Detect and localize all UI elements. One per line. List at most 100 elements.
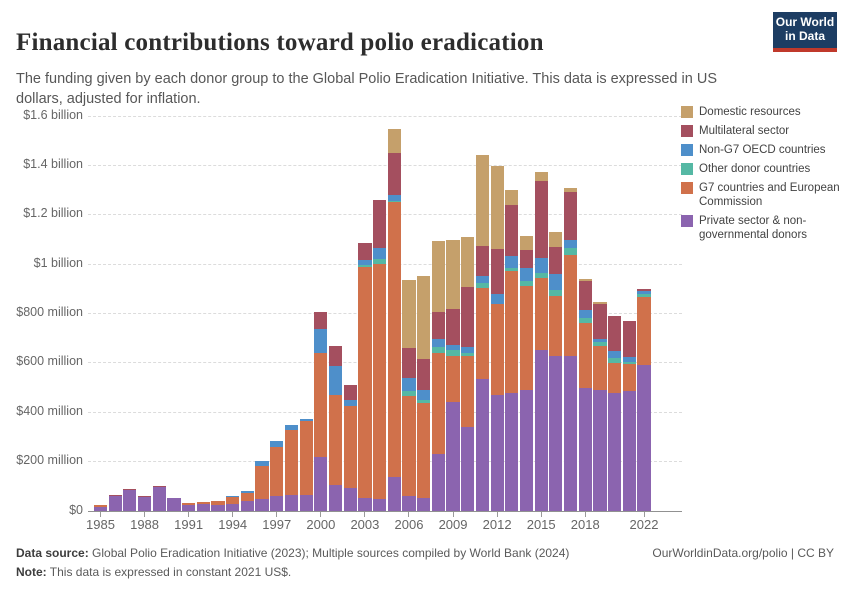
bar-segment[interactable] (622, 361, 636, 364)
bar-segment[interactable] (578, 310, 592, 318)
bar-segment[interactable] (578, 280, 592, 311)
owid-logo[interactable]: Our World in Data (773, 12, 837, 52)
bar-2002[interactable] (343, 384, 357, 511)
bar-1991[interactable] (182, 503, 196, 511)
bar-segment[interactable] (637, 364, 651, 511)
bar-segment[interactable] (519, 389, 534, 511)
bar-2018[interactable] (578, 278, 592, 511)
bar-1995[interactable] (240, 490, 254, 511)
bar-segment[interactable] (358, 266, 372, 498)
bar-segment[interactable] (358, 265, 372, 267)
bar-segment[interactable] (446, 308, 460, 346)
bar-segment[interactable] (637, 290, 651, 295)
bar-1999[interactable] (299, 418, 313, 511)
bar-segment[interactable] (475, 379, 490, 511)
bar-segment[interactable] (284, 495, 299, 511)
bar-segment[interactable] (549, 232, 563, 248)
bar-segment[interactable] (461, 355, 475, 428)
bar-segment[interactable] (211, 504, 225, 511)
bar-segment[interactable] (461, 236, 475, 288)
bar-segment[interactable] (137, 496, 152, 498)
bar-segment[interactable] (137, 497, 152, 511)
bar-segment[interactable] (608, 351, 622, 358)
bar-1990[interactable] (167, 498, 181, 511)
bar-segment[interactable] (534, 277, 548, 351)
bar-segment[interactable] (475, 154, 490, 247)
bar-segment[interactable] (402, 279, 416, 349)
bar-segment[interactable] (519, 281, 534, 287)
bar-segment[interactable] (417, 497, 431, 511)
bar-segment[interactable] (431, 347, 445, 354)
bar-2007[interactable] (417, 276, 431, 511)
bar-segment[interactable] (402, 348, 416, 379)
bar-segment[interactable] (593, 304, 607, 339)
bar-1989[interactable] (152, 485, 166, 511)
bar-segment[interactable] (622, 320, 636, 358)
bar-segment[interactable] (417, 402, 431, 498)
bar-segment[interactable] (299, 420, 313, 496)
bar-segment[interactable] (593, 346, 607, 390)
bar-segment[interactable] (608, 316, 622, 352)
bar-segment[interactable] (255, 498, 269, 511)
bar-2000[interactable] (314, 311, 328, 511)
bar-segment[interactable] (549, 289, 563, 297)
bar-segment[interactable] (446, 355, 460, 403)
bar-segment[interactable] (402, 391, 416, 397)
bar-segment[interactable] (299, 418, 313, 421)
bar-segment[interactable] (373, 498, 387, 511)
bar-2006[interactable] (402, 279, 416, 511)
bar-segment[interactable] (446, 345, 460, 350)
bar-segment[interactable] (475, 275, 490, 284)
bar-2022[interactable] (637, 288, 651, 511)
bar-segment[interactable] (152, 486, 166, 511)
bar-segment[interactable] (519, 267, 534, 282)
bar-segment[interactable] (328, 484, 343, 511)
bar-segment[interactable] (417, 276, 431, 359)
bar-segment[interactable] (255, 460, 269, 466)
bar-segment[interactable] (417, 399, 431, 403)
bar-segment[interactable] (108, 495, 122, 511)
bar-segment[interactable] (608, 362, 622, 393)
bar-segment[interactable] (505, 392, 519, 511)
bar-2011[interactable] (475, 154, 490, 511)
bar-2012[interactable] (490, 165, 504, 511)
bar-segment[interactable] (196, 504, 210, 511)
bar-segment[interactable] (328, 366, 343, 395)
bar-segment[interactable] (196, 502, 210, 505)
bar-2010[interactable] (461, 236, 475, 511)
bar-segment[interactable] (490, 249, 504, 295)
bar-segment[interactable] (358, 260, 372, 265)
bar-1993[interactable] (211, 500, 225, 511)
bar-segment[interactable] (519, 286, 534, 390)
bar-segment[interactable] (123, 489, 137, 491)
bar-segment[interactable] (387, 477, 401, 511)
bar-segment[interactable] (578, 322, 592, 388)
bar-2021[interactable] (622, 320, 636, 511)
bar-segment[interactable] (505, 204, 519, 257)
bar-segment[interactable] (549, 273, 563, 290)
bar-segment[interactable] (475, 288, 490, 380)
bar-segment[interactable] (387, 202, 401, 478)
bar-segment[interactable] (637, 297, 651, 365)
bar-segment[interactable] (461, 427, 475, 511)
bar-segment[interactable] (622, 391, 636, 511)
bar-segment[interactable] (314, 329, 328, 353)
bar-2008[interactable] (431, 240, 445, 511)
bar-2003[interactable] (358, 243, 372, 511)
bar-segment[interactable] (226, 503, 240, 511)
bar-1986[interactable] (108, 495, 122, 511)
legend-item[interactable]: Private sector & non-governmental donors (681, 214, 847, 242)
bar-segment[interactable] (431, 312, 445, 340)
bar-segment[interactable] (505, 256, 519, 268)
bar-1997[interactable] (270, 441, 284, 511)
bar-segment[interactable] (578, 317, 592, 323)
bar-segment[interactable] (284, 430, 299, 496)
bar-1994[interactable] (226, 496, 240, 511)
bar-segment[interactable] (622, 357, 636, 362)
bar-segment[interactable] (608, 392, 622, 511)
bar-1987[interactable] (123, 489, 137, 511)
bar-segment[interactable] (387, 195, 401, 201)
bar-segment[interactable] (358, 243, 372, 261)
bar-segment[interactable] (314, 352, 328, 458)
bar-segment[interactable] (519, 249, 534, 268)
